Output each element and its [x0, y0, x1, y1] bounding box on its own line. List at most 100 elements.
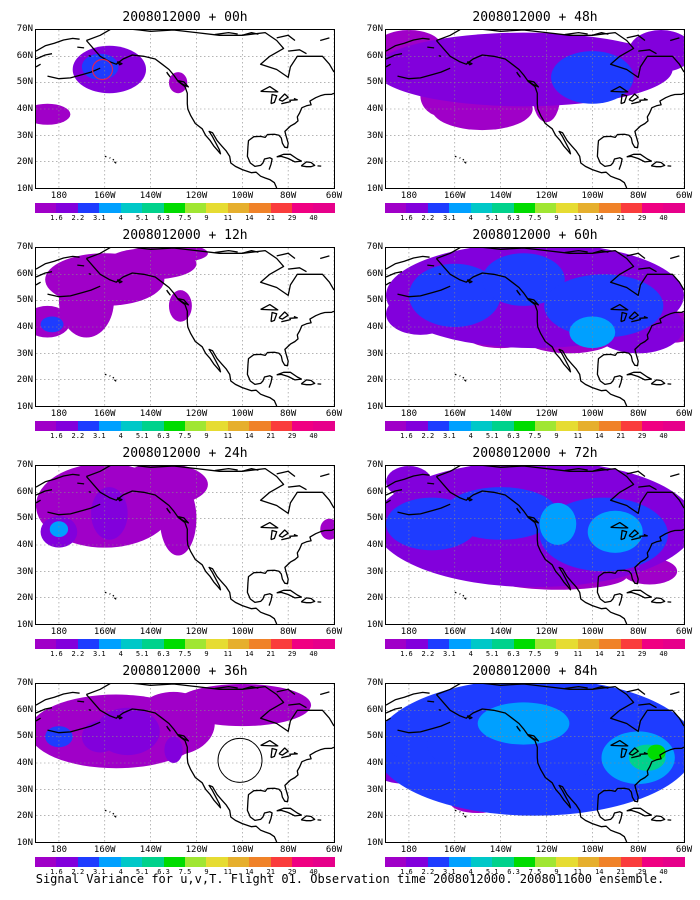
- colorbar-swatch: [556, 639, 578, 649]
- coastline: [276, 470, 296, 478]
- lon-tick-label: 160W: [93, 627, 116, 637]
- colorbar-tick-label: 6.3: [507, 868, 520, 876]
- colorbar-tick-label: 29: [287, 214, 297, 222]
- lon-tick-label: 160W: [443, 191, 466, 201]
- lon-tick-label: 100W: [231, 845, 254, 855]
- colorbar-swatch: [642, 421, 664, 431]
- colorbar-tick-label: 5.1: [135, 214, 149, 222]
- coastline: [246, 799, 273, 824]
- colorbar-swatch: [184, 421, 207, 431]
- coastline: [276, 34, 296, 42]
- lat-tick-label: 30N: [366, 784, 383, 795]
- coastline: [596, 363, 623, 388]
- lon-tick-label: 60W: [325, 409, 343, 419]
- map-frame: [35, 29, 335, 189]
- coastline: [628, 311, 639, 320]
- coastline: [36, 691, 80, 706]
- colorbar-tick-label: 1.6: [400, 650, 413, 658]
- coastline: [276, 688, 296, 696]
- colorbar-labels: 1.6 2.2 3.1 4 5.1 6.3 7.5 9 11 14 21 29 40: [385, 868, 685, 877]
- coastline: [116, 715, 123, 720]
- colorbar-tick-label: 4: [118, 868, 123, 876]
- panel-48h: 2008012000 + 48h 70N 60N 50N 40N 30N 20N 10N 180…: [367, 10, 692, 222]
- coastline: [650, 815, 666, 822]
- panel-60h: 2008012000 + 60h 70N 60N 50N 40N 30N 20N 10N 180…: [367, 228, 692, 440]
- lon-tick-label: 80W: [630, 191, 647, 201]
- coastline: [438, 55, 442, 57]
- colorbar-swatch: [642, 203, 664, 213]
- lat-tick-label: 40N: [16, 322, 33, 332]
- coastline: [463, 815, 467, 818]
- coastline: [516, 71, 521, 78]
- coastline: [626, 470, 646, 478]
- coastline: [516, 289, 521, 296]
- coastline: [610, 739, 629, 747]
- colorbar-swatch: [427, 857, 450, 867]
- colorbar-tick-label: 6.3: [507, 650, 520, 658]
- coastline: [397, 721, 451, 734]
- colorbar-swatch: [313, 639, 335, 649]
- lon-tick-label: 80W: [630, 409, 647, 419]
- coastline: [631, 318, 642, 323]
- coastline: [270, 93, 278, 105]
- colorbar-swatch: [620, 857, 643, 867]
- colorbar-tick-label: 5.1: [135, 432, 149, 440]
- coastline: [436, 466, 684, 515]
- panel-24h: 2008012000 + 24h 70N 60N 50N 40N 30N 20N 10N 180…: [17, 446, 342, 658]
- variance-contour: [36, 103, 71, 125]
- lon-tick-label: 100W: [231, 627, 254, 637]
- colorbar-tick-label: 21: [266, 868, 275, 876]
- coastline: [438, 491, 442, 493]
- colorbar-swatch: [534, 639, 557, 649]
- colorbar-tick-label: 29: [287, 868, 297, 876]
- coastline: [109, 157, 111, 159]
- colorbar-swatch: [427, 421, 450, 431]
- colorbar-swatch: [77, 857, 100, 867]
- variance-contour: [477, 702, 570, 745]
- coastline: [638, 485, 657, 491]
- coastline: [564, 467, 588, 472]
- lon-tick-label: 140W: [139, 409, 162, 419]
- coastline: [288, 485, 307, 491]
- coastline: [650, 379, 666, 386]
- lat-tick-label: 20N: [366, 593, 383, 604]
- colorbar-swatch: [56, 421, 78, 431]
- colorbar-tick-label: 1.6: [400, 214, 413, 222]
- coastline: [427, 482, 435, 485]
- lat-tick-label: 70N: [366, 24, 383, 34]
- coastline: [463, 161, 467, 164]
- colorbar-tick-label: 11: [573, 868, 583, 876]
- colorbar-swatch: [663, 203, 685, 213]
- colorbar-tick-label: 4: [468, 214, 473, 222]
- colorbar-tick-label: 21: [616, 432, 625, 440]
- coastline: [177, 79, 190, 88]
- colorbar-swatch: [577, 639, 600, 649]
- lat-tick-label: 40N: [366, 104, 383, 114]
- colorbar-swatch: [449, 639, 471, 649]
- colorbar-tick-label: 3.1: [92, 214, 106, 222]
- colorbar-swatch: [492, 203, 514, 213]
- lat-tick-label: 10N: [16, 184, 33, 194]
- coastline: [638, 267, 657, 273]
- colorbar-swatch: [184, 857, 207, 867]
- lat-tick-label: 70N: [16, 460, 33, 470]
- lat-tick-label: 50N: [366, 513, 383, 524]
- colorbar-swatch: [35, 639, 57, 649]
- colorbar-swatch: [513, 421, 535, 431]
- colorbar-swatch: [292, 639, 314, 649]
- coastline: [36, 271, 53, 278]
- colorbar-swatch: [492, 857, 514, 867]
- colorbar-tick-label: 6.3: [157, 214, 170, 222]
- colorbar-swatch: [470, 639, 493, 649]
- colorbar-swatch: [470, 857, 493, 867]
- colorbar-swatch: [56, 857, 78, 867]
- coastline: [631, 536, 642, 541]
- coastline: [85, 40, 278, 188]
- colorbar-swatch: [120, 857, 143, 867]
- colorbar-swatch: [313, 203, 335, 213]
- coastline: [246, 581, 273, 606]
- colorbar-tick-label: 5.1: [485, 868, 499, 876]
- lon-tick-label: 100W: [581, 845, 604, 855]
- lon-tick-label: 100W: [231, 191, 254, 201]
- colorbar-tick-label: 7.5: [528, 650, 542, 658]
